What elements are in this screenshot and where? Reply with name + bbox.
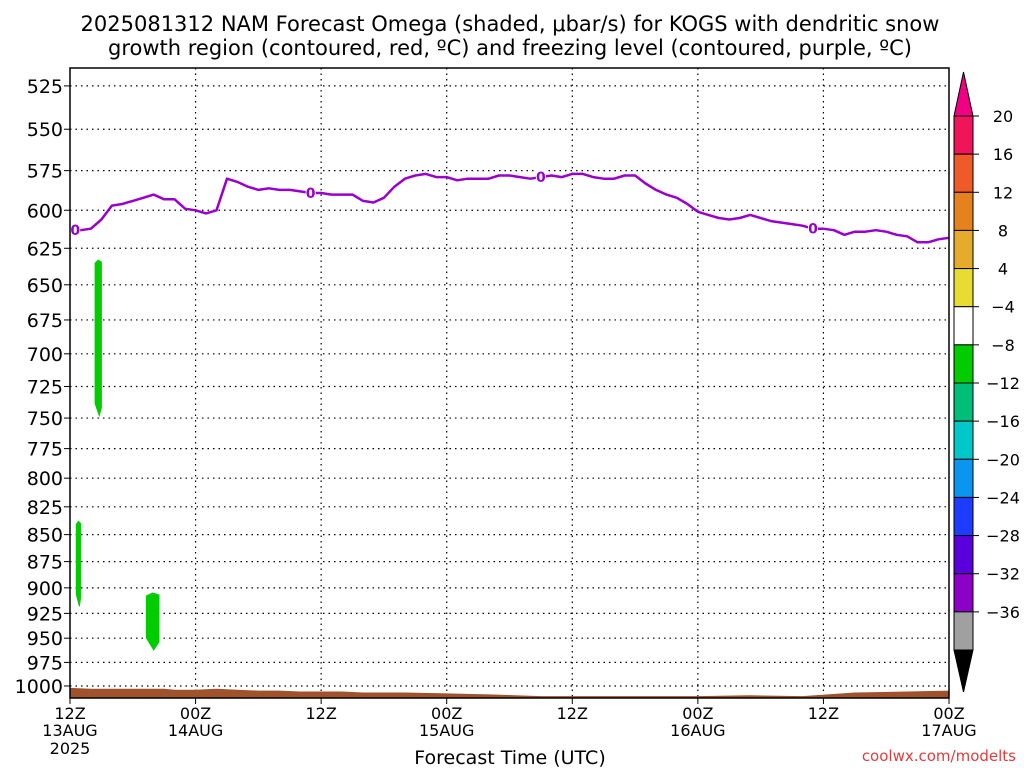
y-tick-label: 825 xyxy=(27,497,63,519)
colorbar-swatch xyxy=(953,306,974,346)
colorbar-swatch xyxy=(953,573,974,613)
colorbar-tick-label: −20 xyxy=(986,450,1020,469)
y-tick-label: 750 xyxy=(27,408,63,430)
freezing-level-line xyxy=(70,172,950,244)
x-tick-label: 17AUG xyxy=(921,721,976,740)
surface-fill xyxy=(70,687,949,698)
y-tick-label: 625 xyxy=(27,238,63,260)
omega-shaded-patch xyxy=(145,592,160,651)
colorbar-swatch xyxy=(953,382,974,422)
plot-frame xyxy=(69,67,950,699)
y-tick-label: 875 xyxy=(27,552,63,574)
y-tick-label: 775 xyxy=(27,439,63,461)
freezing-level-label-bg xyxy=(70,221,81,238)
y-tick-label: 725 xyxy=(27,376,63,398)
colorbar-swatch xyxy=(953,268,974,308)
y-tick-label: 525 xyxy=(27,76,63,98)
colorbar-bottom-arrow xyxy=(953,649,974,693)
x-tick-label: 13AUG xyxy=(42,721,97,740)
colorbar-tick-label: −24 xyxy=(986,488,1020,507)
x-tick-label: 00Z xyxy=(180,704,211,723)
x-tick-label: 00Z xyxy=(682,704,713,723)
y-tick-label: 900 xyxy=(27,578,63,600)
colorbar-tick-label: −4 xyxy=(991,298,1015,317)
y-tick-label: 650 xyxy=(27,275,63,297)
y-tick-label: 950 xyxy=(27,628,63,650)
plot-area: 525 550 575 600 625 650 675 700 725 750 775 800 825 8… xyxy=(15,67,977,758)
watermark: coolwx.com/modelts xyxy=(862,747,1016,765)
x-tick-label: 2025 xyxy=(50,739,91,758)
y-tick-label: 1000 xyxy=(15,676,63,698)
colorbar-tick-label: 4 xyxy=(998,260,1008,279)
colorbar-swatch xyxy=(953,420,974,460)
y-tick-label: 800 xyxy=(27,468,63,490)
freezing-level-label: 0 xyxy=(70,223,80,239)
colorbar-tick-label: 8 xyxy=(998,221,1008,240)
x-tick-label: 00Z xyxy=(431,704,462,723)
colorbar-swatch xyxy=(953,115,974,155)
freezing-level-label-bg xyxy=(535,168,546,185)
y-tick-label: 675 xyxy=(27,310,63,332)
y-tick-label: 850 xyxy=(27,525,63,547)
colorbar-tick-label: −28 xyxy=(986,527,1020,546)
colorbar-tick-label: 20 xyxy=(993,107,1013,126)
colorbar-swatch xyxy=(953,535,974,575)
colorbar-swatch xyxy=(953,496,974,537)
y-tick-label: 600 xyxy=(27,200,63,222)
omega-shaded-patch xyxy=(94,259,102,418)
x-tick-label: 16AUG xyxy=(670,721,725,740)
freezing-level-label-bg xyxy=(807,219,818,236)
colorbar-tick-label: 12 xyxy=(993,183,1013,202)
colorbar-swatch xyxy=(953,344,974,384)
x-axis-label: Forecast Time (UTC) xyxy=(414,747,605,768)
x-tick-label: 12Z xyxy=(557,704,588,723)
colorbar-swatch xyxy=(953,191,974,231)
colorbar-tick-label: 16 xyxy=(993,145,1013,164)
colorbar: 20 16 12 8 4 −4 −8 −12 −16 −20 −24 −28 −32 −36 xyxy=(953,71,1020,693)
x-tick-label: 14AUG xyxy=(168,721,223,740)
colorbar-swatch xyxy=(953,611,974,651)
y-tick-label: 575 xyxy=(27,161,63,183)
x-tick-label: 12Z xyxy=(808,704,839,723)
chart-title-line2: growth region (contoured, red, ºC) and f… xyxy=(108,36,912,60)
x-tick-label: 12Z xyxy=(54,704,85,723)
y-tick-label: 550 xyxy=(27,119,63,141)
freezing-level-label: 0 xyxy=(536,170,546,186)
chart-title-line1: 2025081312 NAM Forecast Omega (shaded, μ… xyxy=(81,12,940,36)
x-tick-label: 12Z xyxy=(305,704,336,723)
y-tick-label: 925 xyxy=(27,603,63,625)
freezing-level-label: 0 xyxy=(306,186,316,202)
x-tick-label: 00Z xyxy=(933,704,964,723)
colorbar-tick-label: −16 xyxy=(986,412,1020,431)
y-tick-label: 700 xyxy=(27,344,63,366)
omega-shaded-patch xyxy=(75,520,81,607)
colorbar-tick-label: −8 xyxy=(991,336,1015,355)
freezing-level-label: 0 xyxy=(808,222,818,238)
y-tick-label: 975 xyxy=(27,652,63,674)
x-tick-label: 15AUG xyxy=(419,721,474,740)
colorbar-swatch xyxy=(953,153,974,193)
colorbar-tick-label: −12 xyxy=(986,374,1020,393)
colorbar-swatch xyxy=(953,458,974,498)
freezing-level-label-bg xyxy=(305,184,316,201)
colorbar-tick-label: −32 xyxy=(986,565,1020,584)
colorbar-swatch xyxy=(953,229,974,270)
colorbar-tick-label: −36 xyxy=(986,603,1020,622)
